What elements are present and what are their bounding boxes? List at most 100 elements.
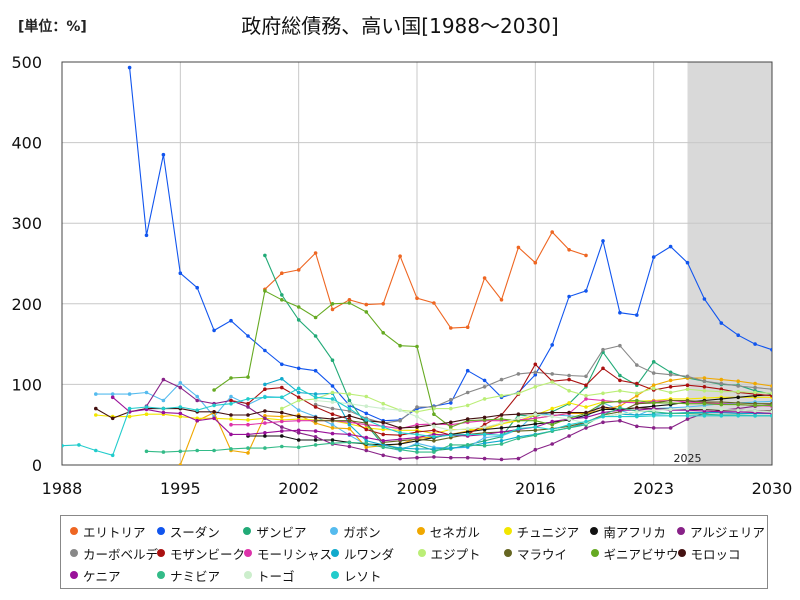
data-point — [313, 395, 318, 400]
data-point — [212, 416, 216, 421]
data-point — [229, 398, 233, 403]
data-point — [499, 413, 504, 417]
data-point — [398, 437, 402, 442]
data-point — [229, 413, 233, 417]
data-point — [550, 406, 554, 411]
legend-item: モーリシャス — [241, 544, 332, 563]
legend-row: ケニア ナミビア トーゴ レソト — [67, 564, 761, 586]
legend-swatch — [241, 546, 255, 560]
data-point — [127, 406, 132, 411]
legend-item: エジプト — [415, 544, 502, 563]
data-point — [719, 402, 724, 407]
data-point — [702, 401, 707, 406]
data-point — [313, 392, 318, 396]
data-point — [381, 439, 386, 443]
chart-title: 政府総債務、高い国[1988〜2030] — [241, 14, 559, 38]
data-point — [567, 401, 571, 405]
legend-label: アルジェリア — [690, 524, 765, 540]
data-point — [516, 416, 521, 421]
series-line — [129, 67, 772, 422]
series-12 — [280, 380, 772, 414]
data-point — [618, 373, 622, 378]
data-point — [195, 448, 199, 453]
legend-label: レソト — [344, 568, 382, 584]
legend-label: ガボン — [343, 524, 381, 540]
data-point — [651, 408, 656, 413]
data-point — [330, 441, 335, 446]
data-point — [280, 362, 284, 367]
data-point — [347, 401, 352, 406]
data-point — [567, 373, 571, 378]
data-point — [296, 414, 301, 419]
legend-swatch — [241, 568, 255, 582]
data-point — [296, 398, 301, 403]
data-point — [381, 406, 386, 411]
data-point — [567, 434, 571, 438]
y-tick-label: 500 — [11, 53, 42, 72]
data-point — [415, 405, 419, 409]
data-point — [398, 447, 402, 452]
data-point — [499, 433, 504, 438]
data-point — [330, 417, 335, 421]
data-point — [753, 414, 757, 418]
data-point — [482, 276, 487, 280]
legend-item: ガボン — [327, 522, 414, 541]
x-tick-label: 2030 — [752, 479, 793, 498]
data-point — [635, 398, 639, 403]
data-point — [651, 383, 656, 388]
data-point — [296, 386, 301, 391]
data-point — [516, 245, 521, 250]
data-point — [533, 447, 538, 452]
data-point — [482, 385, 487, 389]
data-point — [770, 391, 772, 396]
data-point — [449, 428, 453, 433]
data-point — [246, 422, 250, 427]
data-point — [263, 434, 267, 438]
data-point — [685, 417, 690, 421]
data-point — [651, 426, 656, 430]
data-point — [432, 435, 436, 439]
y-tick-label: 200 — [11, 295, 42, 314]
data-point — [753, 381, 757, 386]
data-point — [516, 412, 521, 417]
data-point — [415, 447, 419, 451]
data-point — [499, 377, 504, 382]
data-point — [465, 455, 470, 460]
chart-legend: エリトリア スーダン ザンビア ガボン セネガル チュニジア 南アフリカ アルジェリア カーボベ… — [60, 515, 768, 589]
data-point — [533, 370, 538, 375]
data-point — [77, 443, 81, 447]
data-point — [618, 414, 622, 419]
data-point — [753, 342, 757, 346]
data-point — [719, 377, 724, 382]
data-point — [618, 310, 622, 315]
data-point — [482, 415, 487, 420]
data-point — [736, 414, 740, 418]
data-point — [229, 376, 233, 380]
legend-item: モロッコ — [675, 544, 762, 563]
data-point — [567, 389, 571, 393]
data-point — [736, 408, 740, 413]
data-point — [161, 152, 166, 157]
data-point — [449, 446, 453, 450]
data-point — [449, 401, 453, 405]
data-point — [719, 321, 724, 325]
data-point — [364, 411, 369, 416]
data-point — [161, 377, 166, 382]
data-point — [618, 378, 622, 383]
data-point — [668, 414, 673, 418]
x-tick-label: 2016 — [515, 479, 556, 498]
data-point — [347, 440, 352, 445]
data-point — [618, 406, 622, 410]
data-point — [584, 397, 588, 401]
data-point — [651, 414, 656, 418]
data-point — [584, 426, 588, 430]
data-point — [398, 418, 402, 423]
data-point — [651, 401, 656, 405]
data-point — [263, 387, 267, 392]
data-point — [601, 420, 605, 425]
legend-label: エリトリア — [83, 524, 146, 540]
data-point — [516, 436, 521, 441]
legend-row: カーボベルデ モザンビーク モーリシャス ルワンダ エジプト マラウイ ギニアビサウ モロッコ — [67, 542, 761, 564]
data-point — [347, 414, 352, 418]
data-point — [347, 406, 352, 411]
